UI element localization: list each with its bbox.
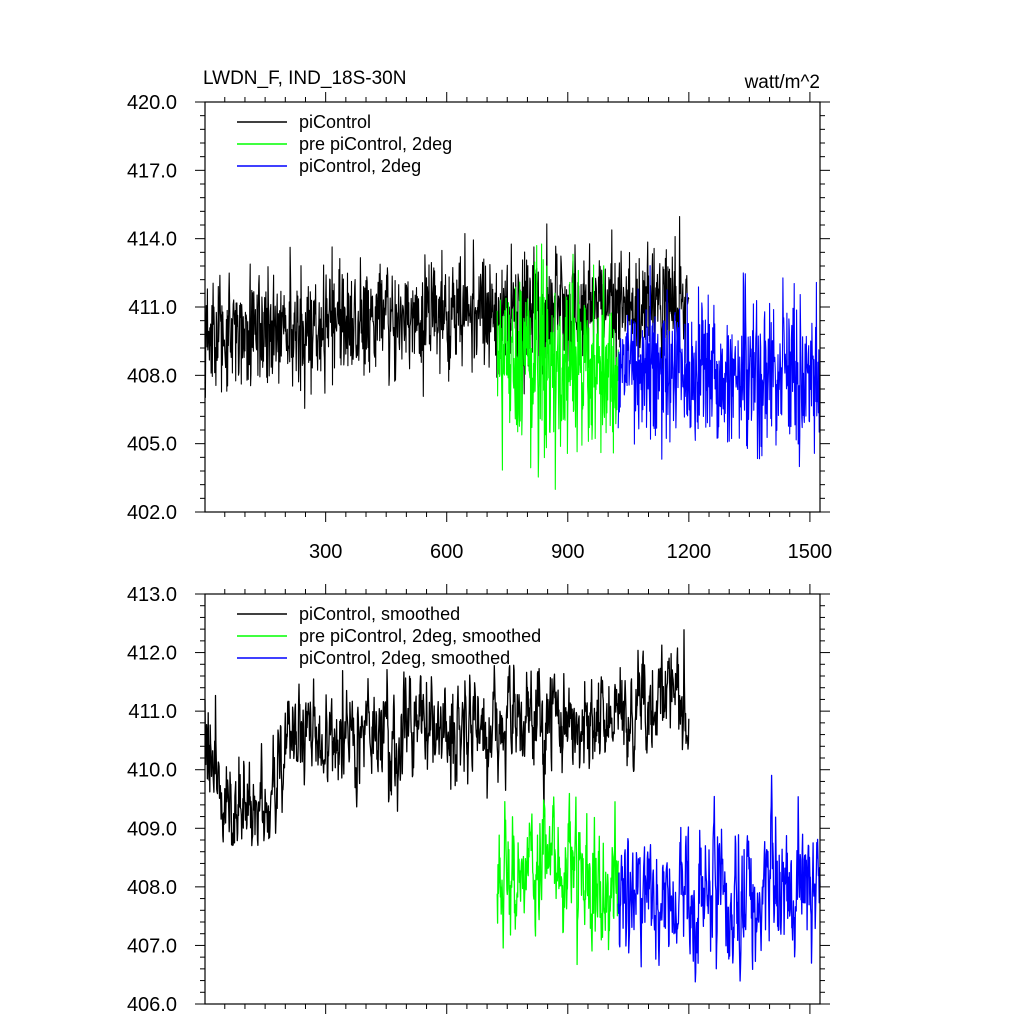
top-xtick-label: 300	[309, 541, 342, 563]
bottom-axis-ticks: 406.0 407.0 408.0 409.0 410.0 411.0 412.0 413.0	[127, 584, 830, 1016]
bottom-legend-label: pre piControl, 2deg, smoothed	[299, 626, 541, 646]
bottom-series-layer	[204, 629, 821, 983]
top-legend-label: pre piControl, 2deg	[299, 134, 452, 154]
top-series-pre-picontrol-2deg	[496, 243, 619, 490]
top-ytick-label: 405.0	[127, 434, 177, 456]
bottom-ytick-label: 409.0	[127, 818, 177, 840]
units-label: watt/m^2	[744, 72, 820, 93]
top-ytick-label: 402.0	[127, 502, 177, 524]
top-panel: 402.0 405.0 408.0 411.0 414.0 417.0 420.0 300 60…	[127, 92, 832, 563]
top-xtick-label: 600	[430, 541, 463, 563]
top-xtick-label: 1500	[788, 541, 833, 563]
bottom-ytick-label: 411.0	[128, 701, 177, 723]
top-ytick-label: 411.0	[128, 297, 177, 319]
bottom-plot-frame	[204, 593, 821, 1005]
bottom-ytick-label: 408.0	[127, 877, 177, 899]
top-ytick-label: 420.0	[127, 92, 177, 114]
top-plot-frame	[204, 101, 821, 513]
top-legend-label: piControl	[299, 112, 371, 132]
top-series-picontrol-2deg	[617, 265, 821, 468]
bottom-ytick-label: 412.0	[127, 643, 177, 665]
bottom-legend-label: piControl, 2deg, smoothed	[299, 648, 510, 668]
bottom-ytick-label: 413.0	[127, 584, 177, 606]
top-series-layer	[204, 215, 821, 490]
bottom-series-picontrol-smoothed	[204, 629, 690, 847]
bottom-legend-label: piControl, smoothed	[299, 604, 460, 624]
top-ytick-label: 414.0	[127, 229, 177, 251]
top-axis-ticks: 402.0 405.0 408.0 411.0 414.0 417.0 420.0 300 60…	[127, 92, 832, 563]
top-series-picontrol	[204, 215, 690, 409]
bottom-series-pre-picontrol-2deg-smoothed	[496, 792, 619, 966]
bottom-ytick-label: 407.0	[127, 935, 177, 957]
bottom-panel: 406.0 407.0 408.0 409.0 410.0 411.0 412.0 413.0…	[127, 584, 830, 1016]
top-ytick-label: 417.0	[127, 160, 177, 182]
bottom-ytick-label: 410.0	[127, 760, 177, 782]
bottom-series-picontrol-2deg-smoothed	[617, 774, 821, 983]
plot-title: LWDN_F, IND_18S-30N	[203, 68, 406, 89]
top-legend-label: piControl, 2deg	[299, 156, 421, 176]
top-xtick-label: 1200	[667, 541, 712, 563]
bottom-ytick-label: 406.0	[127, 994, 177, 1016]
top-xtick-label: 900	[551, 541, 584, 563]
top-ytick-label: 408.0	[127, 365, 177, 387]
